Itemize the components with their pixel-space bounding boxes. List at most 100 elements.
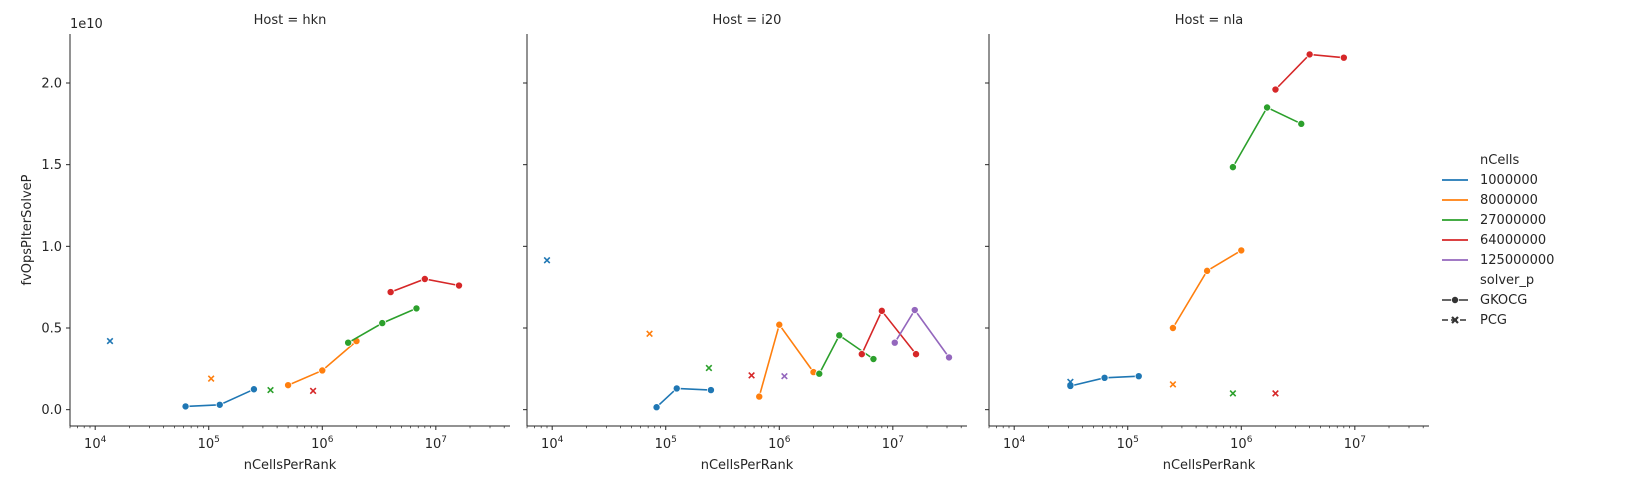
data-point xyxy=(386,288,395,297)
data-point xyxy=(378,319,387,328)
data-point xyxy=(284,381,293,390)
data-point xyxy=(705,364,713,372)
legend: nCells 1000000 8000000 27000000 64000000 1250… xyxy=(1442,153,1554,328)
x-tick-base: 10 xyxy=(198,437,215,452)
x-tick-exponent: 4 xyxy=(558,435,564,445)
y-tick-label: 0.0 xyxy=(41,403,62,418)
series-8000000-PCG xyxy=(646,330,653,338)
x-tick-label: 105 xyxy=(655,435,677,452)
data-point xyxy=(1169,380,1177,388)
panel-title: Host = i20 xyxy=(713,13,782,28)
legend-label: 8000000 xyxy=(1480,193,1538,208)
x-tick-label: 106 xyxy=(768,435,791,452)
data-point xyxy=(106,337,114,345)
legend-item-125000000: 125000000 xyxy=(1442,253,1554,268)
x-axis-label: nCellsPerRank xyxy=(1163,458,1256,473)
data-point xyxy=(672,384,681,393)
series-8000000-PCG xyxy=(1169,380,1177,388)
data-point xyxy=(455,281,464,290)
legend-item-64000000: 64000000 xyxy=(1442,233,1546,248)
data-point xyxy=(412,304,421,313)
series-64000000-GKOCG xyxy=(857,306,921,359)
data-point xyxy=(781,372,788,380)
series-1000000-GKOCG xyxy=(181,385,258,411)
series-8000000-PCG xyxy=(207,375,215,382)
y-axis-label: fvOpsPIterSolveP xyxy=(20,174,35,285)
x-tick-label: 104 xyxy=(1003,435,1026,452)
data-point xyxy=(1100,373,1109,382)
data-point xyxy=(1272,389,1279,397)
data-point xyxy=(1134,372,1143,381)
x-tick-label: 104 xyxy=(541,435,564,452)
series-1000000-PCG xyxy=(1067,378,1074,386)
series-27000000-PCG xyxy=(267,386,274,394)
series-125000000-GKOCG xyxy=(890,306,954,362)
data-point xyxy=(646,330,653,338)
legend-marker xyxy=(1451,295,1460,304)
legend-item-8000000: 8000000 xyxy=(1442,193,1538,208)
series-line xyxy=(655,387,711,408)
data-point xyxy=(1168,323,1177,332)
series-64000000-PCG xyxy=(309,387,317,395)
y-tick-label: 2.0 xyxy=(41,77,62,92)
series-27000000-PCG xyxy=(1229,389,1237,397)
legend-item-GKOCG: GKOCG xyxy=(1442,293,1527,308)
x-tick-base: 10 xyxy=(1230,437,1247,452)
series-64000000-GKOCG xyxy=(386,274,464,297)
data-point xyxy=(1228,163,1237,172)
data-point xyxy=(706,386,715,395)
data-point xyxy=(1305,50,1314,59)
series-8000000-GKOCG xyxy=(1168,246,1246,332)
data-point xyxy=(945,353,954,362)
data-point xyxy=(344,338,353,347)
series-1000000-PCG xyxy=(106,337,114,345)
series-64000000-PCG xyxy=(748,372,755,379)
x-tick-exponent: 5 xyxy=(1133,435,1139,445)
x-tick-exponent: 4 xyxy=(1020,435,1026,445)
legend-hue-title: nCells xyxy=(1480,153,1520,168)
series-line xyxy=(287,340,358,386)
x-axis-label: nCellsPerRank xyxy=(244,458,337,473)
x-tick-label: 107 xyxy=(1344,435,1366,452)
series-1000000-GKOCG xyxy=(1066,372,1143,390)
x-tick-exponent: 5 xyxy=(214,435,220,445)
x-tick-base: 10 xyxy=(84,437,101,452)
x-tick-exponent: 4 xyxy=(101,435,107,445)
legend-marker xyxy=(1451,316,1459,324)
data-point xyxy=(318,366,327,375)
data-point xyxy=(1263,103,1272,112)
data-point xyxy=(1203,266,1212,275)
panel-title: Host = hkn xyxy=(254,13,327,28)
series-1000000-GKOCG xyxy=(652,384,715,412)
x-tick-label: 106 xyxy=(1230,435,1253,452)
x-tick-exponent: 7 xyxy=(898,435,904,445)
y-tick-label: 1.0 xyxy=(41,240,62,255)
legend-item-PCG: PCG xyxy=(1442,313,1507,328)
x-tick-label: 107 xyxy=(882,435,904,452)
series-line xyxy=(758,322,815,397)
x-tick-label: 105 xyxy=(198,435,220,452)
data-point xyxy=(877,306,886,315)
data-point xyxy=(215,400,224,409)
x-tick-base: 10 xyxy=(882,437,899,452)
x-axis-label: nCellsPerRank xyxy=(701,458,794,473)
data-point xyxy=(835,331,844,340)
x-tick-base: 10 xyxy=(1344,437,1361,452)
legend-label: 27000000 xyxy=(1480,213,1546,228)
data-point xyxy=(1067,378,1074,386)
series-line xyxy=(1274,53,1344,91)
x-tick-exponent: 6 xyxy=(1247,435,1253,445)
x-tick-base: 10 xyxy=(311,437,328,452)
data-point xyxy=(755,392,764,401)
x-tick-label: 104 xyxy=(84,435,107,452)
data-point xyxy=(1229,389,1237,397)
series-line xyxy=(861,309,917,355)
x-tick-label: 107 xyxy=(425,435,447,452)
data-point xyxy=(815,369,824,378)
legend-style-title: solver_p xyxy=(1480,273,1534,288)
data-point xyxy=(912,350,921,359)
x-tick-exponent: 7 xyxy=(1360,435,1366,445)
